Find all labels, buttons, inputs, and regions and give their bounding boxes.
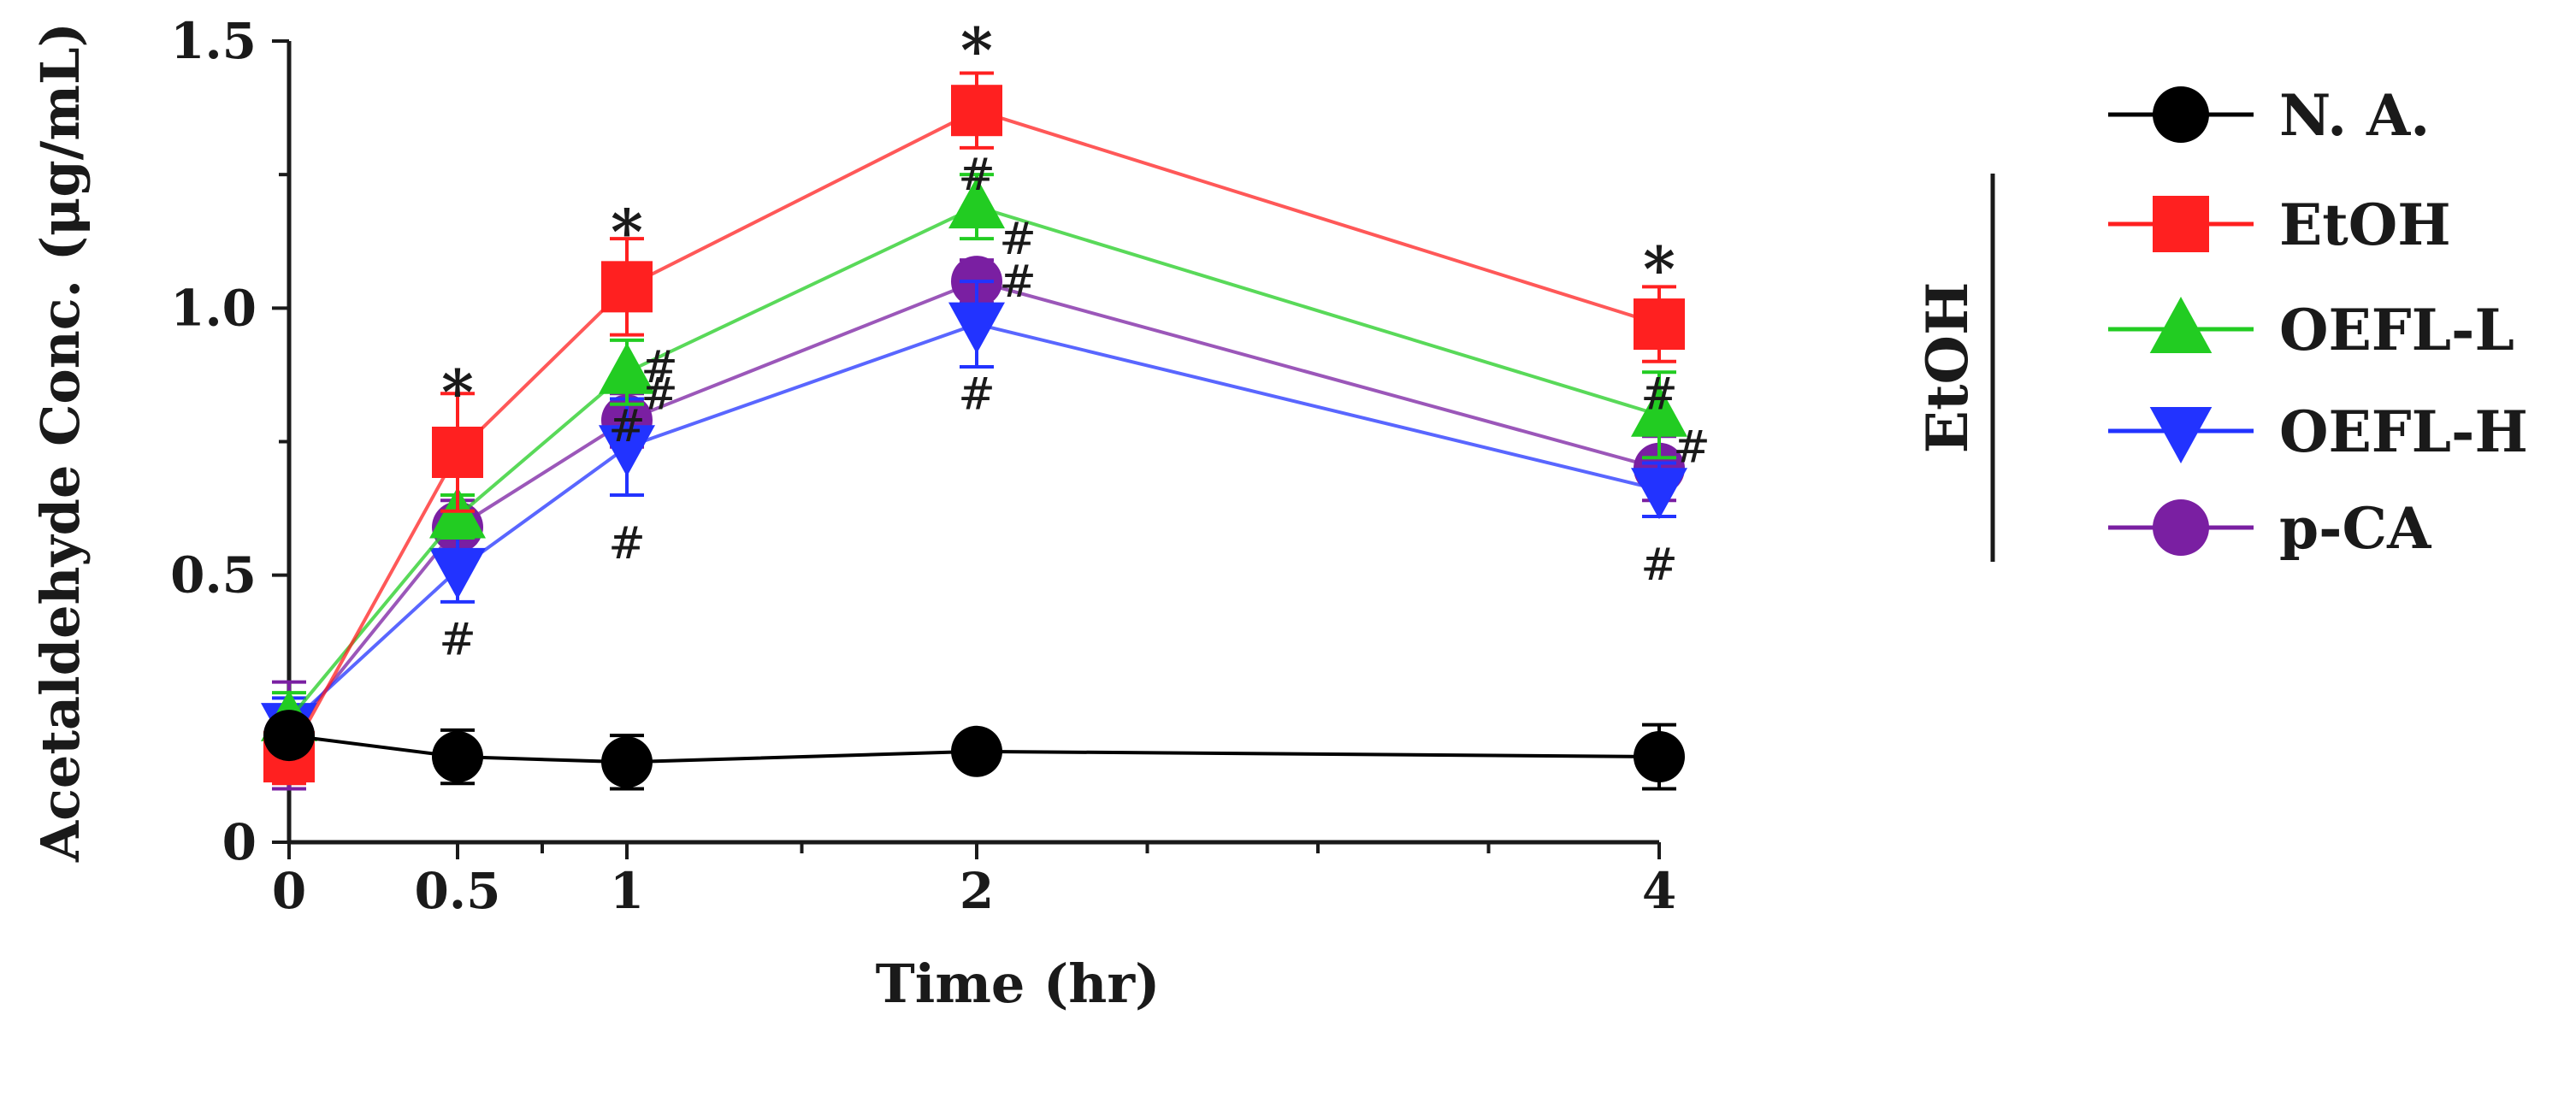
legend-marker: [2153, 499, 2209, 556]
data-point: [432, 426, 483, 478]
significance-star: *: [960, 14, 993, 86]
significance-hash: #: [1640, 369, 1678, 420]
legend-label: N. A.: [2279, 82, 2430, 149]
significance-hash: #: [1640, 540, 1678, 591]
data-point: [1634, 731, 1685, 783]
legend-label: OEFL-L: [2279, 297, 2514, 363]
significance-hash: #: [641, 342, 678, 393]
legend-marker: [2153, 86, 2209, 143]
significance-hash: #: [608, 401, 646, 452]
data-point: [951, 725, 1002, 777]
data-point: [948, 177, 1005, 229]
significance-hash: #: [641, 369, 678, 420]
x-tick-label: 1: [610, 862, 644, 920]
significance-hash: #: [999, 257, 1037, 308]
legend-item-n-a: N. A.: [2108, 82, 2430, 149]
data-point: [429, 547, 486, 599]
data-point: [951, 85, 1002, 137]
data-point: [601, 736, 653, 788]
legend-marker: [2153, 196, 2209, 252]
significance-hash: #: [608, 518, 646, 569]
significance-hash: #: [1673, 422, 1710, 474]
series-n-a: [263, 710, 1685, 791]
legend-item-oefl-h: OEFL-H: [2108, 398, 2528, 465]
data-point: [432, 731, 483, 783]
data-point: [263, 710, 315, 762]
y-tick-label: 0: [222, 813, 257, 871]
legend: EtOH N. A. EtOH OEFL-L OEFL-H p-CA: [1914, 82, 2528, 562]
legend-label: OEFL-H: [2279, 398, 2528, 465]
significance-star: *: [1643, 233, 1675, 305]
series-etoh: [263, 71, 1685, 786]
y-tick-label: 1.0: [170, 279, 257, 337]
legend-item-etoh: EtOH: [2108, 192, 2451, 258]
legend-marker: [2149, 297, 2213, 354]
significance-hash: #: [958, 150, 996, 201]
series-line-p-ca: [287, 279, 1660, 737]
legend-label: EtOH: [2279, 192, 2451, 258]
x-axis-ticks: 0 0.5 1 2 4: [272, 842, 1676, 920]
data-point: [1634, 298, 1685, 351]
legend-items: N. A. EtOH OEFL-L OEFL-H p-CA: [2108, 82, 2528, 562]
data-point: [948, 302, 1005, 354]
legend-label: p-CA: [2279, 495, 2431, 562]
significance-star: *: [611, 195, 643, 268]
x-tick-label: 0.5: [415, 862, 501, 920]
y-axis-ticks: 0 0.5 1.0 1.5: [170, 12, 289, 871]
y-tick-label: 1.5: [170, 12, 257, 70]
y-axis-title: Acetaldehyde Conc. (μg/mL): [29, 22, 92, 863]
significance-star: *: [441, 356, 474, 428]
annotation-layer: ****######### ###: [439, 14, 1710, 666]
significance-hash: #: [958, 369, 996, 420]
data-point: [1631, 385, 1687, 437]
data-point: [1631, 468, 1687, 520]
y-tick-label: 0.5: [170, 546, 257, 605]
x-tick-label: 4: [1642, 862, 1676, 920]
data-point: [601, 261, 653, 313]
significance-hash: #: [999, 214, 1037, 265]
x-tick-label: 2: [960, 862, 994, 920]
legend-item-p-ca: p-CA: [2108, 495, 2431, 562]
significance-hash: #: [439, 615, 476, 666]
x-axis-title: Time (hr): [876, 953, 1161, 1015]
data-point: [599, 425, 655, 477]
legend-marker: [2149, 406, 2213, 463]
legend-group-label: EtOH: [1914, 282, 1981, 454]
series-layer: [261, 71, 1687, 791]
data-point: [599, 342, 655, 394]
x-tick-label: 0: [272, 862, 306, 920]
legend-item-oefl-l: OEFL-L: [2108, 297, 2514, 363]
